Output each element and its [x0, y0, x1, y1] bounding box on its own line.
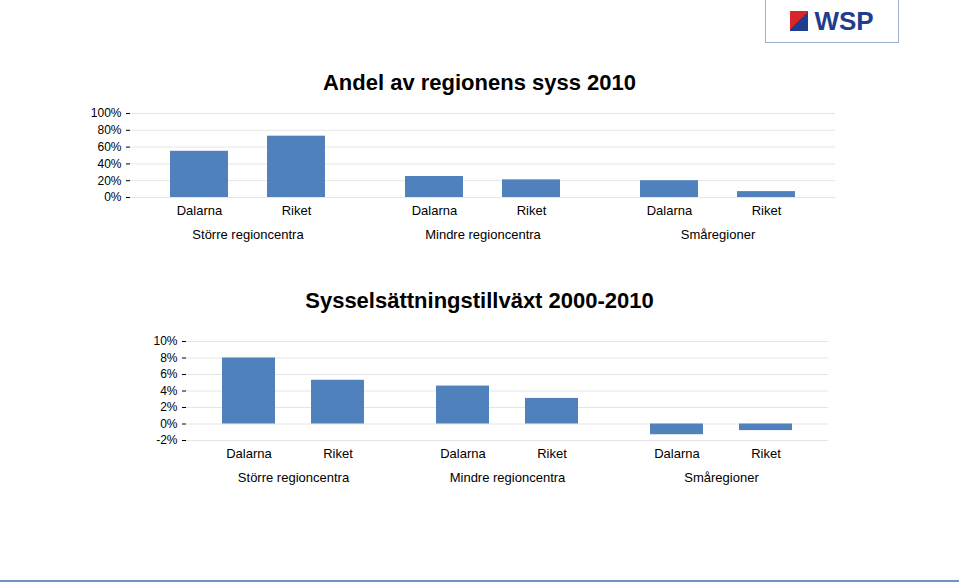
- svg-text:Större regioncentra: Större regioncentra: [192, 227, 304, 242]
- svg-text:0%: 0%: [104, 190, 122, 204]
- svg-text:40%: 40%: [97, 157, 121, 171]
- svg-text:Småregioner: Småregioner: [681, 227, 756, 242]
- svg-text:4%: 4%: [160, 384, 178, 398]
- svg-text:Dalarna: Dalarna: [412, 203, 458, 218]
- svg-text:Större regioncentra: Större regioncentra: [238, 470, 350, 485]
- svg-text:2%: 2%: [160, 400, 178, 414]
- svg-text:100%: 100%: [91, 106, 122, 120]
- html-text:WSP: WSP: [814, 5, 874, 36]
- svg-text:6%: 6%: [160, 367, 178, 381]
- svg-text:60%: 60%: [97, 140, 121, 154]
- html-text:Sysselsättningstillväxt 2000-2: Sysselsättningstillväxt 2000-2010: [305, 288, 654, 313]
- svg-text:Dalarna: Dalarna: [654, 446, 700, 461]
- svg-text:80%: 80%: [97, 123, 121, 137]
- svg-text:-2%: -2%: [156, 433, 178, 447]
- svg-text:0%: 0%: [160, 417, 178, 431]
- svg-text:Dalarna: Dalarna: [647, 203, 693, 218]
- svg-text:Riket: Riket: [751, 446, 781, 461]
- svg-text:Dalarna: Dalarna: [440, 446, 486, 461]
- svg-text:Riket: Riket: [752, 203, 782, 218]
- svg-text:Riket: Riket: [323, 446, 353, 461]
- svg-text:Småregioner: Småregioner: [684, 470, 759, 485]
- svg-text:Dalarna: Dalarna: [226, 446, 272, 461]
- svg-text:Mindre regioncentra: Mindre regioncentra: [450, 470, 566, 485]
- svg-text:Riket: Riket: [517, 203, 547, 218]
- svg-text:Dalarna: Dalarna: [177, 203, 223, 218]
- svg-text:8%: 8%: [160, 351, 178, 365]
- svg-text:Riket: Riket: [537, 446, 567, 461]
- svg-text:20%: 20%: [97, 174, 121, 188]
- html-text:Andel av regionens syss 2010: Andel av regionens syss 2010: [323, 70, 636, 95]
- svg-text:Riket: Riket: [282, 203, 312, 218]
- svg-text:Mindre regioncentra: Mindre regioncentra: [425, 227, 541, 242]
- svg-text:10%: 10%: [153, 334, 177, 348]
